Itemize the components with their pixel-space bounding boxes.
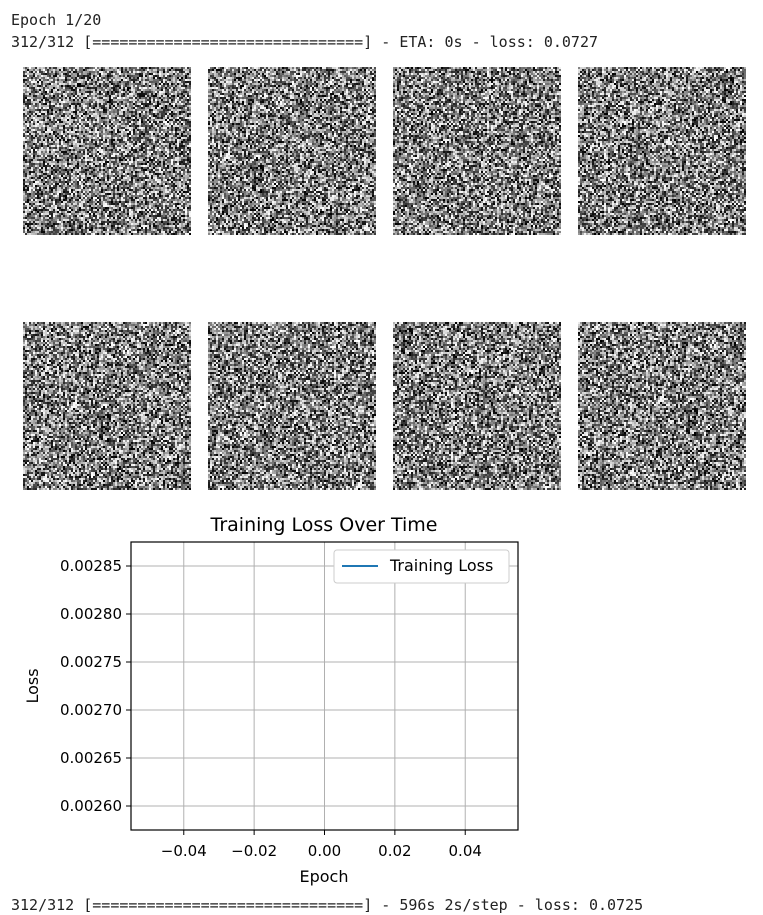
- y-axis-label: Loss: [23, 668, 42, 703]
- generated-sample-2: [208, 67, 376, 235]
- training-loss-chart: Training Loss Over Time 0.002600.002650.…: [23, 514, 519, 886]
- x-tick-label: 0.00: [308, 842, 341, 860]
- y-tick-label: 0.00260: [60, 797, 122, 815]
- y-tick-label: 0.00280: [60, 605, 122, 623]
- x-axis-ticks: −0.04 −0.02 0.00 0.02 0.04: [161, 830, 482, 860]
- x-axis-label: Epoch: [300, 867, 349, 886]
- progress-line: 312/312 [==============================]…: [11, 33, 598, 51]
- final-progress-line: 312/312 [==============================]…: [11, 896, 644, 914]
- epoch-line: Epoch 1/20: [11, 11, 102, 29]
- legend-label-training-loss: Training Loss: [389, 556, 493, 575]
- generated-sample-1: [23, 67, 191, 235]
- x-tick-label: −0.02: [231, 842, 277, 860]
- generated-sample-6: [208, 322, 376, 490]
- generated-sample-4: [578, 67, 746, 235]
- x-tick-label: 0.02: [378, 842, 411, 860]
- y-tick-label: 0.00285: [60, 557, 122, 575]
- legend-box: [333, 549, 510, 584]
- y-tick-label: 0.00275: [60, 653, 122, 671]
- generated-sample-7: [393, 322, 561, 490]
- generated-sample-8: [578, 322, 746, 490]
- plot-frame: [130, 541, 519, 831]
- generated-sample-3: [393, 67, 561, 235]
- y-axis-ticks: 0.00260 0.00265 0.00270 0.00275 0.00280 0.002…: [60, 557, 131, 815]
- y-tick-label: 0.00270: [60, 701, 122, 719]
- x-tick-label: 0.04: [449, 842, 482, 860]
- chart-legend: Training Loss: [333, 549, 510, 584]
- y-tick-label: 0.00265: [60, 749, 122, 767]
- chart-title: Training Loss Over Time: [210, 514, 438, 536]
- chart-gridlines: [131, 542, 518, 830]
- x-tick-label: −0.04: [161, 842, 207, 860]
- generated-sample-5: [23, 322, 191, 490]
